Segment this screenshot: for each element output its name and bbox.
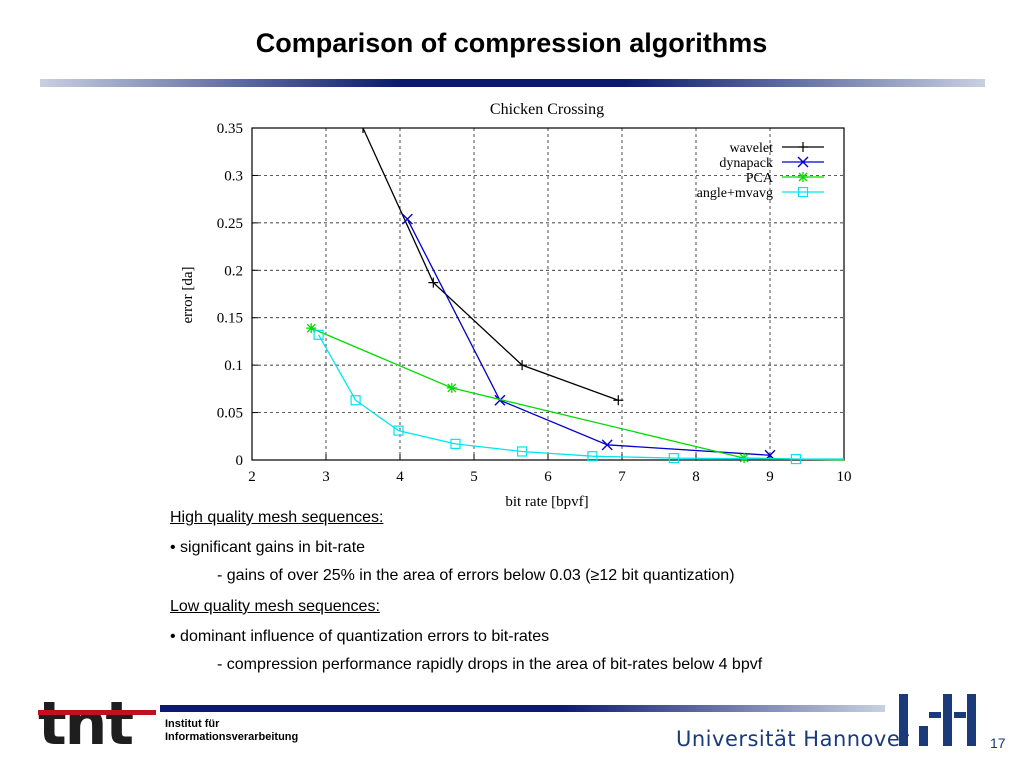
y-axis-label: error [da] <box>180 266 196 323</box>
low-quality-subpoint: - compression performance rapidly drops … <box>217 656 763 673</box>
title-underline-bar <box>40 79 985 87</box>
series-line-pca <box>310 327 845 461</box>
x-tick-label: 2 <box>248 469 256 485</box>
data-point <box>401 213 413 225</box>
data-point <box>613 395 624 406</box>
line-chart: Chicken Crossing 2 3 4 5 6 7 8 9 10 0 0.05 0.1 0.15 0… <box>180 101 852 510</box>
data-point <box>587 451 598 462</box>
institute-line-1: Institut für <box>165 718 220 730</box>
y-tick-label: 0.2 <box>224 263 243 279</box>
high-quality-subpoint: - gains of over 25% in the area of error… <box>217 567 735 584</box>
x-tick-label: 10 <box>837 469 852 485</box>
chart-container: Chicken Crossing 2 3 4 5 6 7 8 9 10 0 0.05 0.1 0.15 0… <box>170 92 870 512</box>
data-point <box>517 446 528 457</box>
x-tick-label: 3 <box>322 469 330 485</box>
x-tick-label: 4 <box>396 469 404 485</box>
y-tick-label: 0.3 <box>224 168 243 184</box>
institute-name: Institut für Informationsverarbeitung <box>165 718 298 744</box>
luh-logo <box>899 694 976 746</box>
data-point <box>517 360 528 371</box>
tnt-logo-text: tnt <box>38 692 133 752</box>
series-line-wavelet <box>362 127 619 401</box>
series-layer <box>306 127 845 465</box>
footer-bar <box>160 705 885 712</box>
grid <box>252 128 844 460</box>
legend-label: wavelet <box>729 141 773 156</box>
data-point <box>393 425 404 436</box>
data-point <box>313 329 324 340</box>
data-point <box>668 453 679 464</box>
x-tick-label: 5 <box>470 469 478 485</box>
y-tick-label: 0.35 <box>217 121 243 137</box>
legend-marker <box>797 156 809 168</box>
series-line-dynapack <box>406 218 771 456</box>
x-tick-label: 8 <box>692 469 700 485</box>
university-name: Universität Hannover <box>676 727 910 751</box>
y-tick-label: 0.15 <box>217 311 243 327</box>
high-quality-heading: High quality mesh sequences: <box>170 509 384 526</box>
data-point <box>450 438 461 449</box>
legend-marker <box>797 186 809 198</box>
y-tick-label: 0.05 <box>217 406 243 422</box>
high-quality-bullet: • significant gains in bit-rate <box>170 539 366 556</box>
data-point <box>494 394 506 406</box>
legend-label: PCA <box>746 171 774 186</box>
x-tick-label: 6 <box>544 469 552 485</box>
legend-label: dynapack <box>719 156 773 171</box>
low-quality-heading: Low quality mesh sequences: <box>170 598 380 615</box>
data-point <box>446 382 457 393</box>
legend-marker <box>798 142 808 152</box>
y-tick-label: 0 <box>236 453 244 469</box>
y-tick-label: 0.25 <box>217 216 243 232</box>
x-tick-label: 9 <box>766 469 774 485</box>
institute-line-2: Informationsverarbeitung <box>165 731 299 743</box>
low-quality-bullet: • dominant influence of quantization err… <box>170 628 550 645</box>
tnt-logo: tnt <box>38 692 156 752</box>
data-point <box>350 395 361 406</box>
data-point <box>601 439 613 451</box>
page-number: 17 <box>990 735 1006 751</box>
data-point <box>790 453 802 465</box>
y-tick-label: 0.1 <box>224 358 243 374</box>
x-axis-label: bit rate [bpvf] <box>505 494 588 510</box>
legend-label: angle+mvavg <box>697 186 773 201</box>
data-point <box>306 323 317 334</box>
x-tick-label: 7 <box>618 469 626 485</box>
slide-title: Comparison of compression algorithms <box>255 28 768 58</box>
series-line-angle-mvavg <box>318 334 844 460</box>
chart-title: Chicken Crossing <box>490 101 604 118</box>
data-point <box>428 277 439 288</box>
legend-marker <box>798 172 808 182</box>
